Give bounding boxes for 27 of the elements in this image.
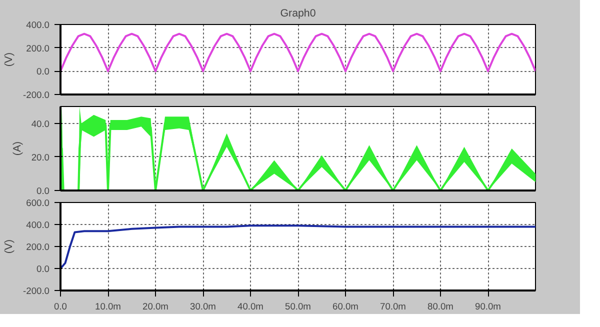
x-tick-label: 20.0m <box>142 302 169 312</box>
y-tick-label: 600.0 <box>26 198 50 208</box>
y-tick-label: 200.0 <box>26 43 50 54</box>
x-tick-label: 40.0m <box>238 302 264 312</box>
y-axis-title: (V) <box>3 239 16 254</box>
x-tick-label: 60.0m <box>332 302 359 312</box>
y-tick-label: -200.0 <box>23 286 50 296</box>
x-tick-label: 0.0 <box>54 302 67 312</box>
x-tick-label: 90.0m <box>475 302 502 312</box>
y-axis-title: (A) <box>11 141 24 156</box>
x-tick-label: 70.0m <box>380 302 406 312</box>
y-tick-label: 400.0 <box>26 220 50 230</box>
y-tick-label: 0.0 <box>36 264 50 274</box>
y-tick-label: 0.0 <box>36 186 50 196</box>
y-tick-label: 0.0 <box>36 66 50 77</box>
line-series <box>60 32 536 72</box>
x-tick-label: 30.0m <box>190 302 216 312</box>
x-tick-label: 50.0m <box>285 302 312 312</box>
y-axis-title: (V) <box>3 52 16 67</box>
y-tick-label: 200.0 <box>26 242 50 252</box>
x-tick-label: 10.0m <box>95 302 122 312</box>
y-tick-label: 40.0 <box>31 118 50 129</box>
x-tick-label: 80.0m <box>428 302 454 312</box>
y-tick-label: -200.0 <box>23 90 50 100</box>
chart-title: Graph0 <box>280 8 316 20</box>
y-tick-label: 400.0 <box>26 20 50 30</box>
y-tick-label: 20.0 <box>31 152 50 162</box>
